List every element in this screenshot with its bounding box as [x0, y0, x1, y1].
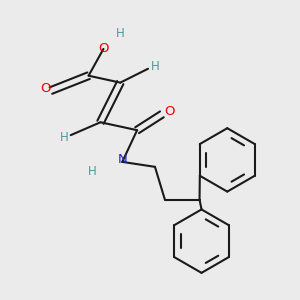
- Text: N: N: [117, 153, 127, 167]
- Text: H: H: [88, 165, 97, 178]
- Text: O: O: [165, 105, 175, 118]
- Text: H: H: [59, 130, 68, 144]
- Text: H: H: [116, 27, 125, 40]
- Text: O: O: [98, 42, 109, 56]
- Text: O: O: [41, 82, 51, 95]
- Text: H: H: [151, 60, 159, 73]
